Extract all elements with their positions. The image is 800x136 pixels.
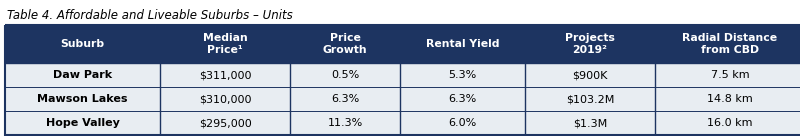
Text: Mawson Lakes: Mawson Lakes (38, 94, 128, 104)
Text: Daw Park: Daw Park (53, 70, 112, 80)
Bar (5, 25, 800, 135)
Bar (5, 25, 800, 63)
Text: 14.8 km: 14.8 km (707, 94, 753, 104)
Text: 0.5%: 0.5% (331, 70, 359, 80)
Text: $103.2M: $103.2M (566, 94, 614, 104)
Bar (5, 63, 800, 87)
Text: $295,000: $295,000 (198, 118, 251, 128)
Text: 5.3%: 5.3% (448, 70, 477, 80)
Text: 7.5 km: 7.5 km (710, 70, 750, 80)
Text: Hope Valley: Hope Valley (46, 118, 119, 128)
Text: 11.3%: 11.3% (327, 118, 362, 128)
Bar (5, 87, 800, 111)
Text: $900K: $900K (572, 70, 608, 80)
Text: 16.0 km: 16.0 km (707, 118, 753, 128)
Text: Price
Growth: Price Growth (322, 33, 367, 55)
Text: 6.0%: 6.0% (448, 118, 477, 128)
Text: Rental Yield: Rental Yield (426, 39, 499, 49)
Text: $1.3M: $1.3M (573, 118, 607, 128)
Bar (5, 111, 800, 135)
Text: Radial Distance
from CBD: Radial Distance from CBD (682, 33, 778, 55)
Text: Projects
2019²: Projects 2019² (565, 33, 615, 55)
Text: 6.3%: 6.3% (331, 94, 359, 104)
Text: $311,000: $311,000 (198, 70, 251, 80)
Text: Table 4. Affordable and Liveable Suburbs – Units: Table 4. Affordable and Liveable Suburbs… (7, 9, 293, 22)
Text: Median
Price¹: Median Price¹ (202, 33, 247, 55)
Text: Suburb: Suburb (61, 39, 105, 49)
Text: 6.3%: 6.3% (448, 94, 477, 104)
Text: $310,000: $310,000 (198, 94, 251, 104)
